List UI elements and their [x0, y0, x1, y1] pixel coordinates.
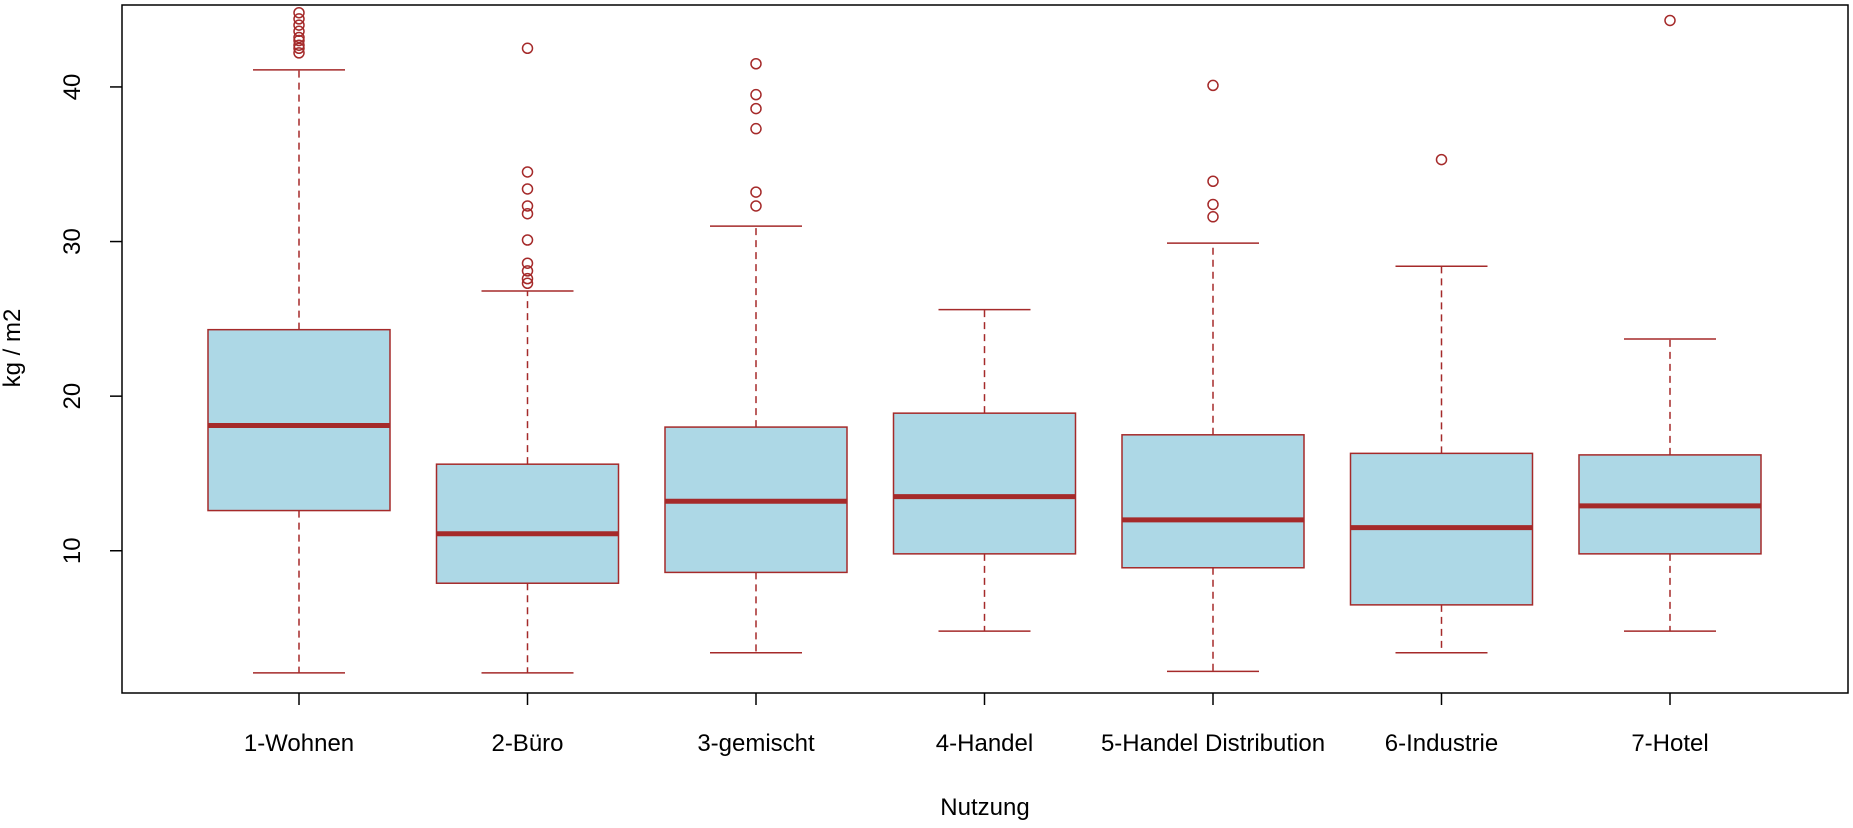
outlier-point — [293, 19, 305, 31]
outlier-point — [750, 186, 762, 198]
outlier-point — [293, 47, 305, 59]
iqr-box — [207, 328, 391, 512]
outlier-point — [521, 272, 534, 285]
x-tick-label: 7-Hotel — [1631, 730, 1708, 757]
outlier-point — [750, 200, 762, 212]
y-axis: 10 20 30 40 — [59, 74, 122, 564]
y-tick-label: 40 — [59, 74, 86, 101]
iqr-box — [435, 463, 620, 584]
outlier-point — [1207, 198, 1219, 211]
box-group-5 — [1121, 79, 1305, 673]
outlier-point — [1664, 14, 1676, 27]
outlier-point — [521, 166, 534, 178]
outlier-point — [521, 277, 534, 290]
x-tick-label: 3-gemischt — [697, 730, 815, 757]
boxes-layer — [207, 6, 1762, 674]
outlier-point — [293, 42, 305, 55]
outlier-point — [293, 25, 305, 38]
x-tick-label: 6-Industrie — [1385, 730, 1498, 757]
iqr-box — [892, 412, 1077, 555]
iqr-box — [1121, 434, 1305, 569]
outlier-point — [521, 200, 534, 212]
y-tick-label: 30 — [59, 228, 86, 255]
y-tick-label: 10 — [59, 537, 86, 564]
box-group-4 — [892, 308, 1077, 632]
x-tick-label: 5-Handel Distribution — [1101, 730, 1325, 757]
outlier-point — [750, 102, 762, 115]
x-tick-label: 4-Handel — [936, 730, 1033, 757]
outlier-point — [521, 257, 534, 269]
box-group-2 — [435, 42, 620, 674]
outlier-point — [750, 58, 762, 70]
box-group-1 — [207, 6, 391, 674]
x-axis-title: Nutzung — [940, 794, 1029, 821]
outlier-point — [293, 39, 305, 51]
outlier-point — [1207, 175, 1219, 188]
box-group-7 — [1578, 14, 1762, 632]
y-axis-title: kg / m2 — [0, 309, 26, 388]
outlier-point — [521, 183, 534, 195]
outlier-point — [521, 234, 534, 246]
outlier-point — [521, 265, 534, 277]
y-tick-label: 20 — [59, 383, 86, 410]
outlier-point — [1207, 211, 1219, 223]
outlier-point — [750, 122, 762, 135]
outlier-point — [1207, 79, 1219, 92]
x-axis: 1-Wohnen 2-Büro 3-gemischt 4-Handel 5-Handel… — [244, 693, 1709, 757]
outlier-point — [293, 31, 305, 44]
outlier-point — [293, 6, 305, 19]
outlier-point — [521, 42, 534, 55]
x-tick-label: 1-Wohnen — [244, 730, 354, 757]
box-group-3 — [664, 58, 848, 654]
outlier-point — [750, 88, 762, 101]
x-tick-label: 2-Büro — [491, 730, 563, 757]
outlier-point — [1435, 153, 1448, 166]
box-group-6 — [1349, 153, 1534, 654]
outlier-point — [521, 207, 534, 220]
outlier-point — [293, 13, 305, 25]
